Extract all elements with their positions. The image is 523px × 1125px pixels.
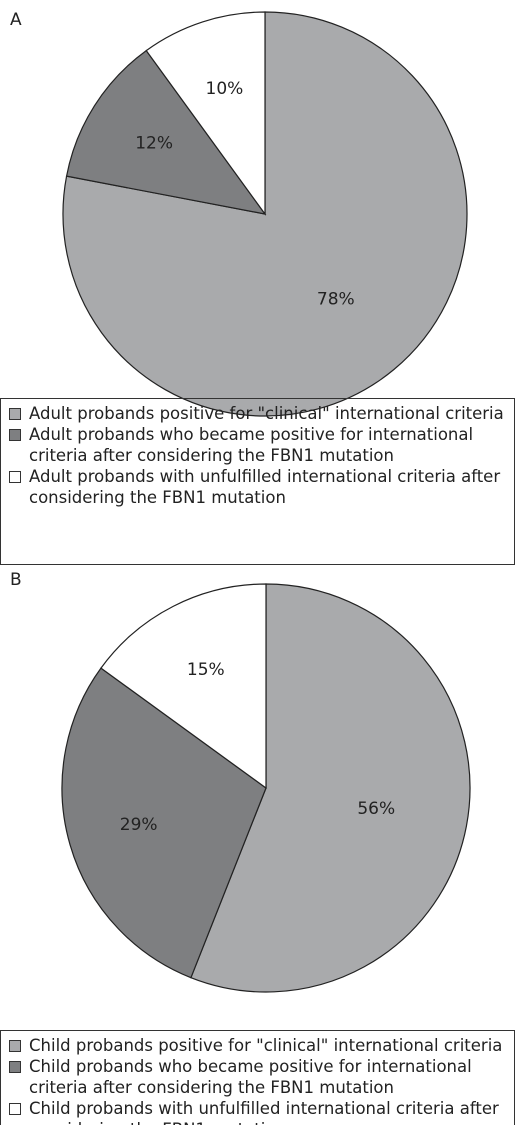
panel-label: A xyxy=(10,10,22,30)
legend-text: Adult probands with unfulfilled internat… xyxy=(29,467,501,507)
legend-item: Adult probands positive for "clinical" i… xyxy=(7,403,512,424)
pie-slice xyxy=(145,11,266,216)
legend-item: Child probands with unfulfilled internat… xyxy=(7,1098,512,1125)
legend: Child probands positive for "clinical" i… xyxy=(0,1030,515,1125)
legend-swatch xyxy=(9,429,21,441)
pie-slice xyxy=(61,667,267,979)
legend-item: Child probands positive for "clinical" i… xyxy=(7,1035,512,1056)
pie-slice xyxy=(190,583,471,993)
slice-label: 56% xyxy=(357,799,395,819)
panel-label: B xyxy=(10,570,22,590)
legend-swatch xyxy=(9,1061,21,1073)
legend: Adult probands positive for "clinical" i… xyxy=(0,398,515,565)
pie-slice xyxy=(65,49,267,215)
legend-swatch xyxy=(9,408,21,420)
legend-swatch xyxy=(9,1040,21,1052)
pie-slice xyxy=(100,583,267,790)
slice-label: 29% xyxy=(120,815,158,835)
legend-text: Child probands with unfulfilled internat… xyxy=(29,1099,499,1125)
slice-label: 12% xyxy=(135,134,173,154)
legend-text: Adult probands positive for "clinical" i… xyxy=(29,404,504,423)
slice-label: 10% xyxy=(206,79,244,99)
slice-label: 78% xyxy=(317,290,355,310)
legend-swatch xyxy=(9,1103,21,1115)
legend-text: Adult probands who became positive for i… xyxy=(29,425,474,465)
legend-item: Adult probands with unfulfilled internat… xyxy=(7,466,512,508)
legend-item: Adult probands who became positive for i… xyxy=(7,424,512,466)
slice-label: 15% xyxy=(187,660,225,680)
legend-text: Child probands positive for "clinical" i… xyxy=(29,1036,503,1055)
legend-item: Child probands who became positive for i… xyxy=(7,1056,512,1098)
legend-swatch xyxy=(9,471,21,483)
legend-text: Child probands who became positive for i… xyxy=(29,1057,472,1097)
